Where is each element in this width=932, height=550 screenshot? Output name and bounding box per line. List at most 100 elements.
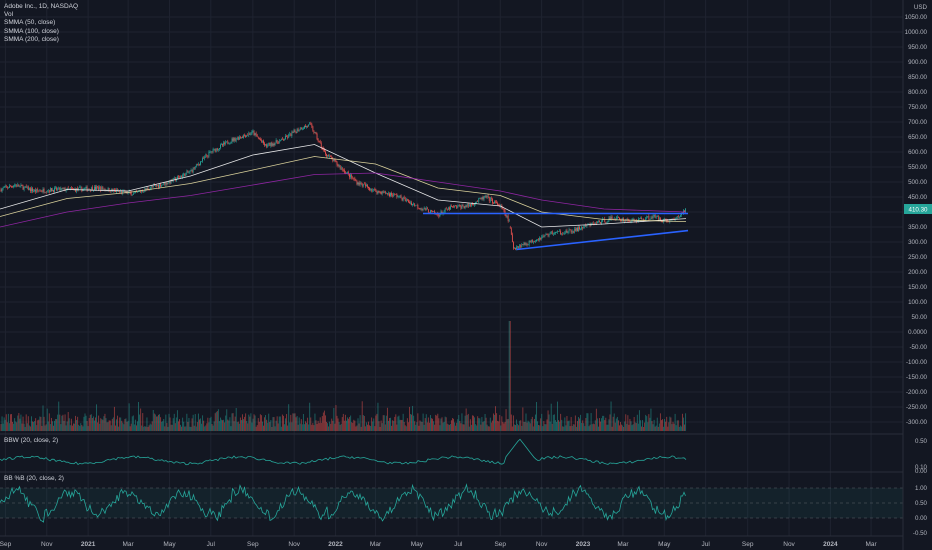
candle-body: [611, 216, 613, 220]
candle-body: [290, 133, 292, 137]
volume-bar: [242, 414, 243, 431]
candle-body: [147, 187, 149, 190]
candle-body: [233, 137, 235, 141]
volume-bar: [301, 424, 303, 431]
legend-smma200[interactable]: SMMA (200, close): [4, 35, 59, 43]
volume-bar: [200, 418, 201, 431]
volume-bar: [600, 421, 601, 431]
candle-body: [432, 210, 433, 212]
volume-bar: [384, 424, 386, 431]
volume-bar: [96, 404, 97, 431]
volume-bar: [517, 423, 519, 431]
volume-bar: [541, 413, 543, 431]
volume-bar: [13, 423, 15, 431]
candle-body: [640, 218, 641, 219]
volume-bar: [659, 413, 661, 431]
candle-body: [579, 227, 580, 230]
volume-bar: [587, 413, 589, 431]
volume-bar: [133, 424, 135, 431]
y-tick-label: -200.00: [906, 389, 928, 396]
x-tick-label: May: [163, 541, 176, 548]
candle-body: [383, 191, 385, 193]
candle-body: [345, 172, 346, 174]
volume-bar: [486, 424, 488, 431]
candle-body: [2, 187, 4, 189]
volume-bar: [226, 409, 228, 431]
x-tick-label: 2023: [576, 541, 591, 548]
volume-bar: [628, 424, 630, 431]
candle-body: [99, 187, 101, 190]
volume-bar: [644, 422, 646, 431]
volume-bar: [155, 416, 157, 431]
volume-bar: [120, 417, 122, 431]
volume-bar: [521, 425, 523, 431]
volume-bar: [478, 418, 480, 431]
candle-body: [408, 200, 409, 203]
volume-bar: [664, 419, 666, 431]
legend-vol[interactable]: Vol: [4, 11, 14, 19]
candle-body: [259, 139, 261, 141]
candle-body: [151, 186, 153, 187]
candle-body: [595, 222, 597, 224]
candle-body: [658, 218, 660, 220]
candle-body: [299, 127, 301, 130]
candle-body: [342, 169, 344, 171]
candle-body: [340, 167, 342, 169]
volume-bar: [223, 419, 225, 431]
candle-body: [413, 203, 415, 205]
volume-bar: [81, 425, 83, 431]
volume-bar: [92, 416, 94, 431]
volume-bar: [458, 414, 460, 431]
volume-bar: [205, 425, 207, 431]
volume-bar: [623, 426, 625, 431]
volume-bar: [670, 417, 672, 431]
candle-body: [122, 190, 124, 194]
candle-body: [261, 140, 262, 142]
volume-bar: [314, 413, 316, 431]
candle-body: [563, 233, 565, 235]
candle-body: [49, 188, 51, 192]
volume-bar: [367, 424, 368, 431]
volume-bar: [428, 422, 430, 431]
bbw-label[interactable]: BBW (20, close, 2): [4, 437, 59, 444]
volume-bar: [152, 409, 154, 431]
candle-body: [510, 228, 512, 235]
bbpct-label[interactable]: BB %B (20, close, 2): [4, 475, 64, 482]
volume-bar: [302, 414, 304, 431]
candle-body: [337, 164, 339, 166]
candle-body: [421, 208, 423, 210]
legend-symbol[interactable]: Adobe Inc., 1D, NASDAQ: [4, 3, 79, 10]
candle-body: [300, 127, 302, 130]
candle-body: [447, 207, 449, 210]
volume-bar: [481, 417, 483, 431]
volume-bar: [35, 418, 37, 431]
candle-body: [394, 193, 396, 195]
volume-bar: [195, 426, 197, 431]
candle-body: [594, 222, 596, 225]
volume-bar: [246, 420, 248, 431]
candle-body: [615, 217, 617, 221]
volume-bar: [518, 425, 520, 431]
volume-bar: [568, 420, 570, 431]
legend-smma100[interactable]: SMMA (100, close): [4, 27, 59, 35]
candle-body: [77, 188, 79, 190]
volume-bar: [672, 421, 674, 431]
volume-bar: [637, 423, 639, 431]
candle-body: [409, 202, 410, 204]
volume-bar: [103, 416, 105, 431]
volume-bar: [607, 424, 609, 431]
candle-body: [649, 219, 651, 220]
candle-body: [267, 144, 269, 147]
candle-body: [317, 139, 319, 141]
candle-body: [288, 134, 290, 138]
x-tick-label: May: [658, 541, 671, 548]
volume-bar: [423, 424, 425, 431]
candle-body: [3, 187, 5, 188]
candle-body: [477, 201, 479, 203]
candle-body: [610, 216, 612, 220]
volume-bar: [42, 405, 44, 431]
candle-body: [666, 220, 668, 221]
legend-smma50[interactable]: SMMA (50, close): [4, 19, 56, 27]
candle-body: [61, 188, 63, 189]
